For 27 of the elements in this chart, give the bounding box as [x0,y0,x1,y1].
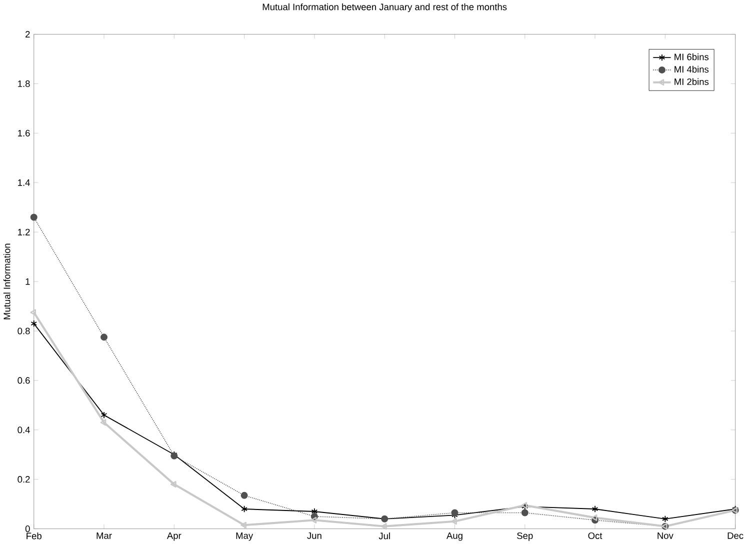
y-tick-label: 1.8 [18,80,30,87]
x-tick-label: Sep [517,532,533,541]
y-tick-label: 0.4 [18,426,30,434]
y-tick-label: 0 [25,525,30,532]
y-tick-label: 0.6 [18,377,30,384]
x-tick-label: May [236,532,254,541]
legend-label: MI 2bins [674,78,709,85]
x-tick-label: Aug [446,532,462,541]
legend-label: MI 6bins [674,53,709,60]
y-tick-label: 1.6 [18,130,30,136]
x-tick-label: Apr [166,532,182,541]
y-tick-label: 1 [26,278,30,285]
y-tick-label: 2 [26,30,30,38]
y-tick-label: 1.4 [18,179,30,186]
x-tick-label: Jun [307,532,322,539]
y-tick-label: 0.2 [18,476,30,482]
y-axis-title: Mutual Information [3,244,10,320]
x-tick-label: Jul [378,532,390,540]
y-tick-label: 1.2 [18,228,30,236]
x-tick-label: Oct [588,532,602,539]
y-tick-label: 0.8 [18,328,30,334]
x-tick-label: Mar [96,532,112,539]
legend-label: MI 4bins [674,66,709,72]
chart-title: Mutual Information between January and rest of the months [262,3,507,12]
x-tick-label: Feb [26,532,42,540]
x-tick-label: Dec [728,532,744,539]
x-tick-label: Nov [658,532,674,539]
